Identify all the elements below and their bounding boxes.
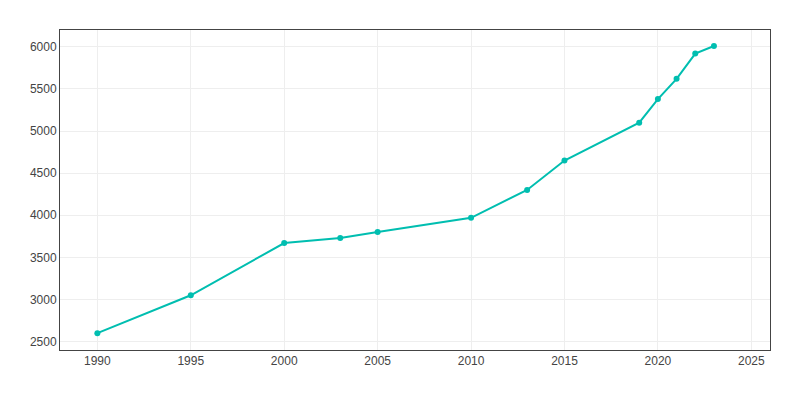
svg-text:2025: 2025 [738, 354, 765, 368]
svg-text:2020: 2020 [645, 354, 672, 368]
svg-text:2500: 2500 [30, 335, 57, 349]
svg-text:1995: 1995 [177, 354, 204, 368]
svg-text:1990: 1990 [84, 354, 111, 368]
svg-text:3000: 3000 [30, 293, 57, 307]
svg-text:3500: 3500 [30, 251, 57, 265]
svg-text:2005: 2005 [364, 354, 391, 368]
svg-text:4000: 4000 [30, 208, 57, 222]
svg-text:4500: 4500 [30, 166, 57, 180]
svg-text:6000: 6000 [30, 40, 57, 54]
svg-text:5500: 5500 [30, 82, 57, 96]
svg-text:2000: 2000 [271, 354, 298, 368]
svg-text:2010: 2010 [458, 354, 485, 368]
svg-text:5000: 5000 [30, 124, 57, 138]
svg-text:2015: 2015 [551, 354, 578, 368]
